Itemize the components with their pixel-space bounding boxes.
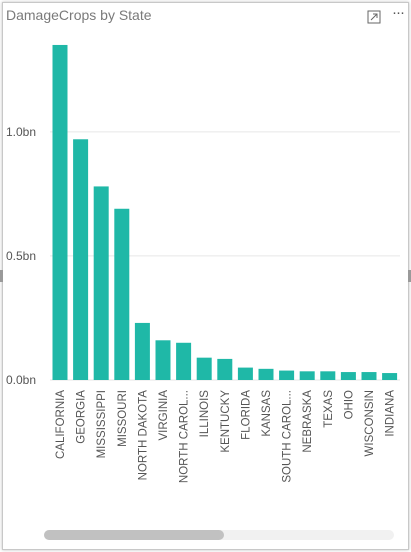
x-tick-label: SOUTH CAROL...: [282, 390, 294, 483]
bar[interactable]: [93, 186, 109, 380]
bar[interactable]: [52, 44, 68, 381]
bar[interactable]: [155, 340, 171, 380]
x-tick-label: MISSOURI: [117, 390, 129, 447]
bar[interactable]: [217, 358, 233, 380]
resize-handle-right[interactable]: [408, 270, 411, 282]
x-tick-label: KANSAS: [261, 390, 273, 437]
resize-handle-left[interactable]: [0, 270, 3, 282]
horizontal-scrollbar-thumb[interactable]: [44, 530, 224, 540]
x-tick-label: NORTH CAROL...: [179, 390, 191, 483]
x-tick-label: TEXAS: [323, 390, 335, 428]
bar[interactable]: [196, 357, 212, 380]
x-axis: CALIFORNIA GEORGIA MISSISSIPPI MISSOURI NORT…: [55, 390, 397, 483]
x-tick-label: MISSISSIPPI: [96, 390, 108, 458]
bar[interactable]: [134, 322, 150, 380]
bar[interactable]: [176, 342, 192, 380]
x-tick-label: OHIO: [343, 390, 355, 419]
bar[interactable]: [73, 139, 89, 380]
x-tick-label: KENTUCKY: [220, 390, 232, 453]
y-axis: 0.0bn 0.5bn 1.0bn: [6, 125, 36, 387]
bar[interactable]: [279, 370, 295, 380]
x-tick-label: INDIANA: [385, 390, 397, 437]
bar[interactable]: [258, 368, 274, 380]
bar[interactable]: [361, 372, 377, 380]
bar[interactable]: [237, 367, 253, 380]
bar[interactable]: [320, 371, 336, 380]
bar[interactable]: [114, 208, 130, 380]
x-tick-label: WISCONSIN: [364, 390, 376, 456]
y-tick-label: 1.0bn: [6, 125, 36, 139]
bar[interactable]: [382, 373, 398, 380]
more-options-icon[interactable]: ···: [392, 4, 405, 21]
focus-mode-icon[interactable]: [367, 10, 381, 24]
chart-title: DamageCrops by State: [6, 7, 152, 23]
x-tick-label: GEORGIA: [76, 390, 88, 444]
x-tick-label: CALIFORNIA: [55, 390, 67, 459]
x-tick-label: FLORIDA: [240, 390, 252, 440]
y-tick-label: 0.0bn: [6, 373, 36, 387]
bar[interactable]: [299, 371, 315, 380]
x-tick-label: ILLINOIS: [199, 390, 211, 438]
x-tick-label: NORTH DAKOTA: [137, 390, 149, 481]
x-tick-label: NEBRASKA: [302, 390, 314, 453]
y-tick-label: 0.5bn: [6, 249, 36, 263]
bar[interactable]: [340, 372, 356, 380]
x-tick-label: VIRGINIA: [158, 390, 170, 441]
bars: [52, 44, 398, 381]
